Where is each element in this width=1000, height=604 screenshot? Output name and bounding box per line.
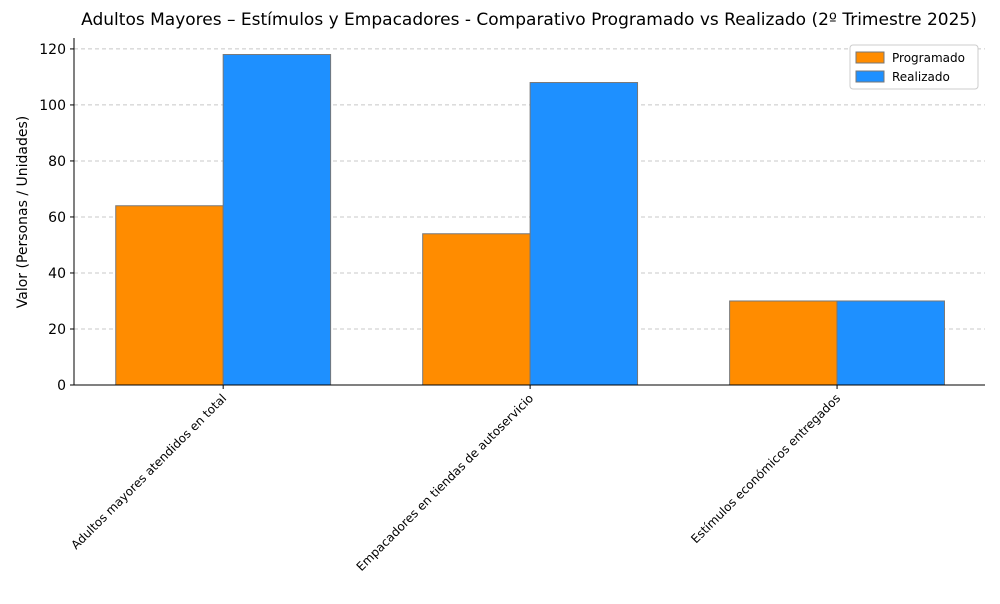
legend-swatch bbox=[855, 51, 885, 64]
y-tick-label: 120 bbox=[39, 42, 66, 58]
chart-title: Adultos Mayores – Estímulos y Empacadore… bbox=[81, 10, 977, 30]
bar bbox=[529, 82, 639, 386]
bar bbox=[422, 233, 531, 386]
bar bbox=[115, 205, 224, 386]
bar bbox=[729, 300, 838, 386]
bar bbox=[836, 300, 945, 386]
y-tick-label: 0 bbox=[57, 378, 66, 394]
y-tick-label: 20 bbox=[48, 322, 66, 338]
legend-label: Realizado bbox=[892, 70, 950, 84]
x-tick-label: Adultos mayores atendidos en total bbox=[68, 391, 229, 552]
legend-swatch bbox=[855, 70, 885, 83]
y-axis-label: Valor (Personas / Unidades) bbox=[15, 116, 31, 308]
x-tick-label: Estímulos económicos entregados bbox=[688, 391, 843, 546]
legend-label: Programado bbox=[892, 51, 965, 65]
y-tick-label: 60 bbox=[48, 210, 66, 226]
y-tick-label: 40 bbox=[48, 266, 66, 282]
x-tick-label: Empacadores en tiendas de autoservicio bbox=[354, 391, 537, 574]
y-tick-label: 100 bbox=[39, 98, 66, 114]
bar bbox=[222, 54, 332, 386]
y-tick-label: 80 bbox=[48, 154, 66, 170]
